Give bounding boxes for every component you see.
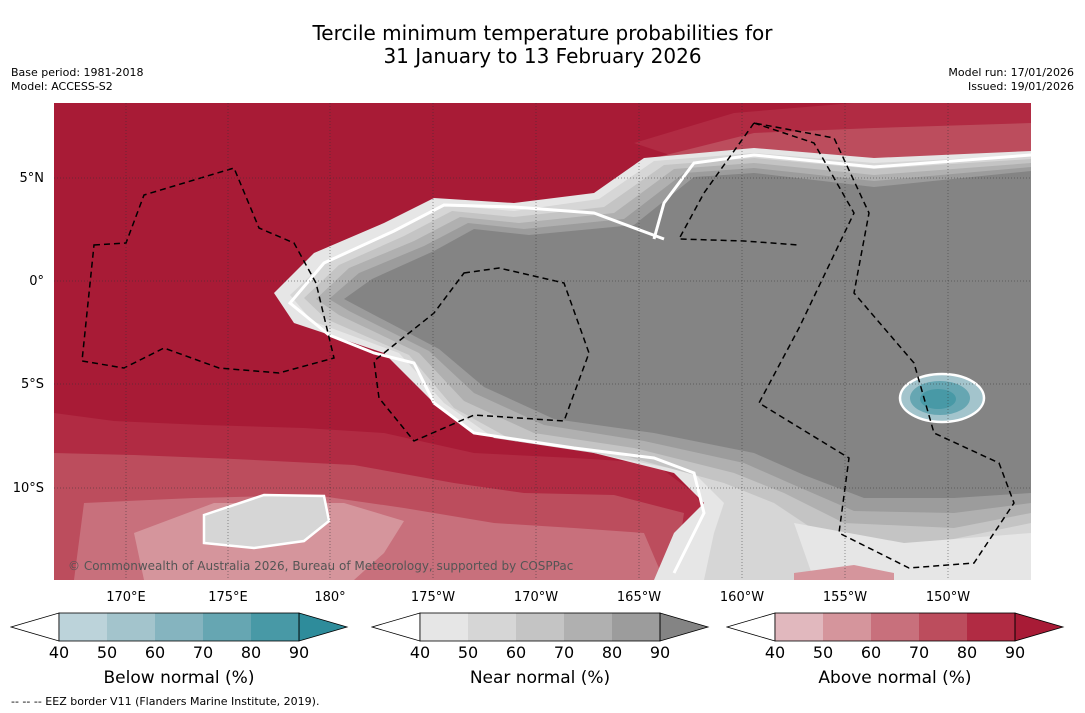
- eez-border-line-islands: [677, 122, 1015, 569]
- colorbar-above-title: Above normal (%): [818, 668, 972, 688]
- near-50-south-pocket: [204, 495, 329, 548]
- above-50-south-east: [794, 565, 894, 580]
- lon-label-180: 180°: [314, 590, 346, 605]
- colorbar-near-title: Near normal (%): [469, 668, 611, 688]
- contour-line-west: [287, 203, 706, 574]
- lon-label-170e: 170°E: [106, 590, 146, 605]
- lon-label-165w: 165°W: [616, 590, 662, 605]
- colorbar-above: [726, 612, 1065, 642]
- cb1-tick-40: 40: [48, 643, 70, 662]
- lon-label-155w: 155°W: [822, 590, 868, 605]
- issued-text: Issued: 19/01/2026: [967, 80, 1074, 93]
- cb3-tick-50: 50: [812, 643, 834, 662]
- cb2-tick-90: 90: [649, 643, 671, 662]
- cb2-tick-50: 50: [457, 643, 479, 662]
- cb2-tick-60: 60: [505, 643, 527, 662]
- cb1-tick-50: 50: [96, 643, 118, 662]
- contour-line-north: [652, 153, 1031, 240]
- copyright-text: © Commonwealth of Australia 2026, Bureau…: [68, 559, 573, 573]
- near-90-region: [344, 171, 1031, 498]
- lat-label-5s: 5°S: [20, 377, 44, 392]
- colorbar-near: [371, 612, 710, 642]
- eez-borders: [81, 122, 1015, 569]
- lon-label-175w: 175°W: [410, 590, 456, 605]
- cb2-tick-80: 80: [601, 643, 623, 662]
- lat-label-0: 0°: [29, 274, 44, 289]
- contour-line-south-pocket: [202, 493, 331, 550]
- below-80-blob: [920, 389, 956, 409]
- eez-border-phoenix: [373, 267, 590, 442]
- cb3-tick-90: 90: [1004, 643, 1026, 662]
- cb3-tick-80: 80: [956, 643, 978, 662]
- cb1-tick-80: 80: [240, 643, 262, 662]
- lon-label-170w: 170°W: [513, 590, 559, 605]
- base-period-text: Base period: 1981-2018: [11, 66, 144, 79]
- cb1-tick-60: 60: [144, 643, 166, 662]
- model-text: Model: ACCESS-S2: [11, 80, 113, 93]
- lon-label-150w: 150°W: [925, 590, 971, 605]
- cb1-tick-70: 70: [192, 643, 214, 662]
- colorbar-below: [10, 612, 349, 642]
- map-title: Tercile minimum temperature probabilitie…: [0, 22, 1085, 68]
- title-line-1: Tercile minimum temperature probabilitie…: [312, 21, 773, 45]
- map-canvas: © Commonwealth of Australia 2026, Bureau…: [54, 103, 1031, 580]
- lon-label-160w: 160°W: [719, 590, 765, 605]
- title-line-2: 31 January to 13 February 2026: [383, 44, 702, 68]
- colorbar-below-title: Below normal (%): [103, 668, 255, 688]
- meta-left: Base period: 1981-2018 Model: ACCESS-S2: [11, 66, 143, 94]
- cb2-tick-70: 70: [553, 643, 575, 662]
- contour-line-below-blob: [898, 372, 986, 424]
- lon-label-175e: 175°E: [208, 590, 248, 605]
- eez-border-gilbert: [81, 167, 335, 374]
- graticule: [54, 103, 1031, 580]
- cb2-tick-40: 40: [409, 643, 431, 662]
- cb3-tick-70: 70: [908, 643, 930, 662]
- model-run-text: Model run: 17/01/2026: [948, 66, 1074, 79]
- cb1-tick-90: 90: [288, 643, 310, 662]
- meta-right: Model run: 17/01/2026 Issued: 19/01/2026: [948, 66, 1074, 94]
- cb3-tick-60: 60: [860, 643, 882, 662]
- probability-map: © Commonwealth of Australia 2026, Bureau…: [54, 103, 1031, 580]
- lat-label-5n: 5°N: [19, 171, 45, 186]
- cb3-tick-40: 40: [764, 643, 786, 662]
- lat-label-10s: 10°S: [12, 481, 44, 496]
- eez-footnote: -- -- -- EEZ border V11 (Flanders Marine…: [11, 695, 320, 708]
